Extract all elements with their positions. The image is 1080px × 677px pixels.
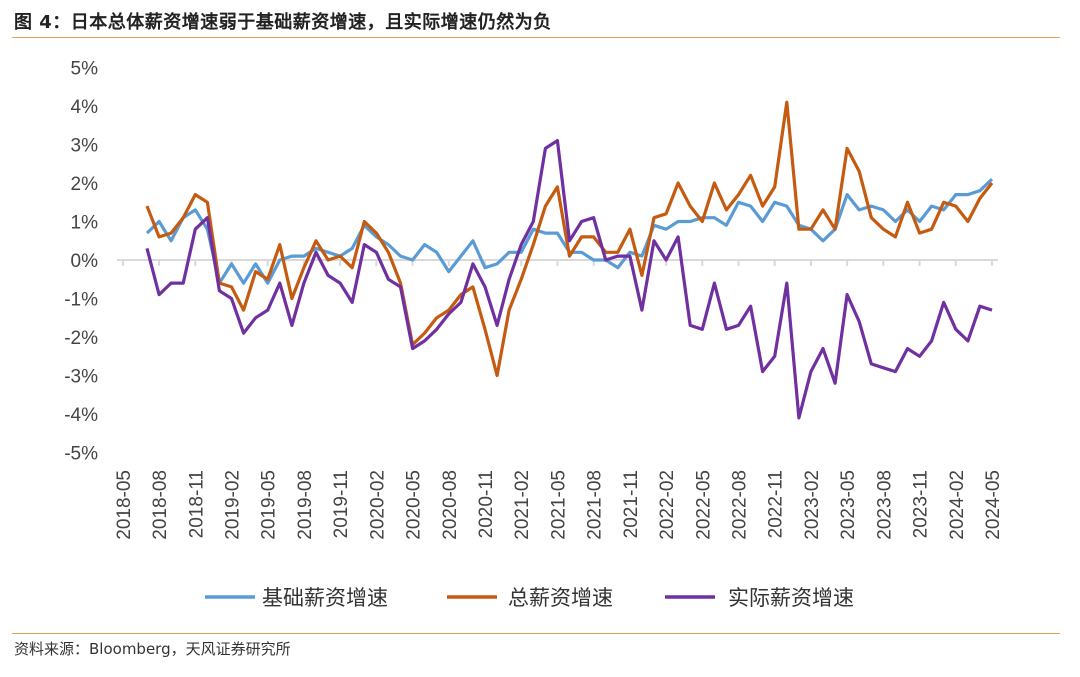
y-tick-label: 0% [71,251,99,272]
y-tick-label: 3% [71,136,99,157]
figure-title: 图 4：日本总体薪资增速弱于基础薪资增速，且实际增速仍然为负 [14,12,552,33]
source-divider [12,633,1060,634]
x-tick-label: 2022-11 [766,470,787,538]
x-tick-label: 2021-02 [512,470,533,540]
series-line-2 [145,100,994,378]
y-tick-label: 4% [71,97,99,118]
x-tick-label: 2022-05 [693,470,714,540]
x-tick-label: 2018-11 [186,470,207,538]
x-tick-label: 2019-05 [259,470,280,540]
legend-label: 基础薪资增速 [262,586,388,610]
x-tick-label: 2024-05 [983,470,1004,540]
x-tick-label: 2018-08 [150,470,171,540]
x-tick-label: 2023-08 [874,470,895,540]
x-tick-label: 2020-08 [440,470,461,540]
series-line-3 [145,139,993,420]
x-tick-label: 2023-05 [838,470,859,540]
y-tick-label: -1% [64,290,98,311]
source-note: 资料来源：Bloomberg，天风证券研究所 [14,640,291,658]
x-tick-label: 2018-05 [114,470,135,540]
x-tick-label: 2022-08 [730,470,751,540]
x-tick-label: 2019-08 [295,470,316,540]
y-tick-label: -4% [64,405,98,426]
x-tick-label: 2023-02 [802,470,823,540]
y-tick-label: 2% [71,174,99,195]
legend-label: 总薪资增速 [508,586,613,610]
x-tick-label: 2021-05 [548,470,569,540]
x-tick-label: 2024-02 [947,470,968,540]
y-tick-label: -5% [64,444,98,465]
y-tick-label: 1% [71,213,99,234]
title-divider [12,37,1060,38]
x-tick-label: 2020-02 [367,470,388,540]
y-tick-label: -3% [64,367,98,388]
x-tick-label: 2021-11 [621,470,642,538]
x-tick-label: 2021-08 [585,470,606,540]
y-tick-label: 5% [71,59,99,80]
x-tick-label: 2023-11 [911,470,932,538]
x-tick-label: 2019-02 [223,470,244,540]
y-tick-label: -2% [64,328,98,349]
x-tick-label: 2020-05 [404,470,425,540]
x-tick-label: 2020-11 [476,470,497,538]
legend-label: 实际薪资增速 [728,586,854,610]
x-tick-label: 2022-02 [657,470,678,540]
x-tick-label: 2019-11 [331,470,352,538]
